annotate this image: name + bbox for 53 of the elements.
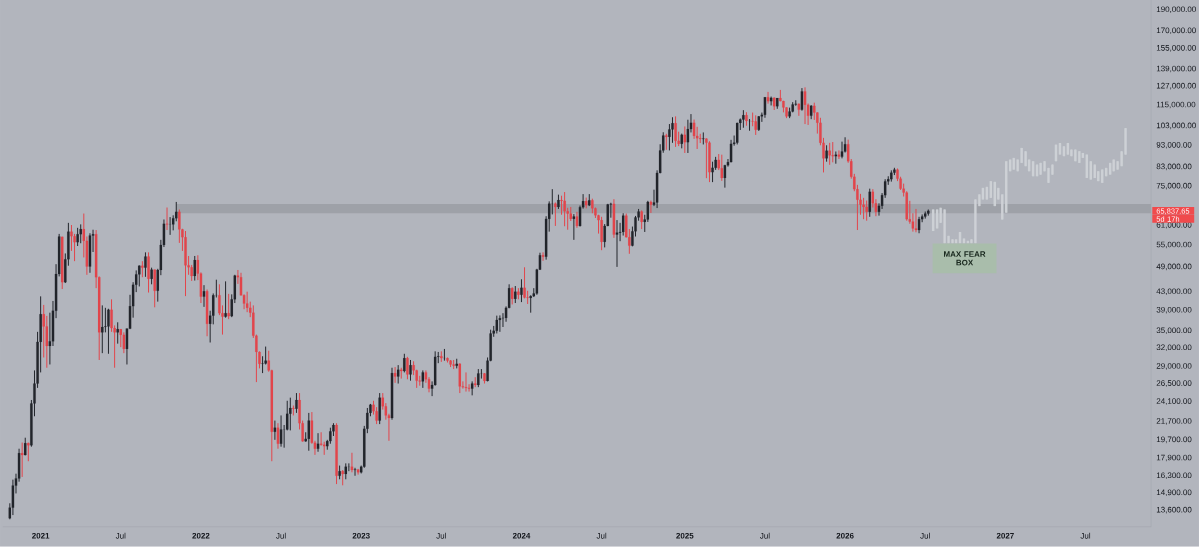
candlestick bbox=[79, 224, 82, 244]
candlestick bbox=[800, 87, 804, 112]
candlestick bbox=[147, 251, 150, 294]
candlestick bbox=[178, 209, 181, 244]
candlestick bbox=[843, 136, 847, 154]
candlestick bbox=[729, 139, 733, 163]
candlestick bbox=[837, 150, 841, 160]
candlestick bbox=[554, 202, 557, 227]
candlestick bbox=[523, 266, 526, 300]
candlestick bbox=[165, 207, 169, 231]
candlestick bbox=[563, 191, 566, 227]
candlestick bbox=[224, 281, 227, 319]
candlestick bbox=[865, 200, 868, 222]
candlestick bbox=[116, 321, 119, 345]
candlestick bbox=[406, 356, 409, 380]
candlestick bbox=[470, 381, 474, 396]
candlestick bbox=[76, 227, 79, 247]
candlestick bbox=[649, 200, 653, 214]
candlestick bbox=[227, 293, 230, 320]
candlestick bbox=[621, 212, 625, 237]
candlestick bbox=[316, 432, 320, 453]
candlestick bbox=[20, 442, 24, 478]
candlestick bbox=[803, 86, 807, 125]
candlestick bbox=[458, 362, 462, 394]
candlestick bbox=[541, 251, 545, 262]
candlestick bbox=[107, 308, 110, 355]
candlestick bbox=[27, 442, 30, 462]
candlestick bbox=[101, 305, 104, 354]
candlestick bbox=[122, 332, 126, 354]
candlestick bbox=[840, 141, 844, 160]
candlestick bbox=[551, 188, 554, 216]
candlestick bbox=[350, 452, 354, 473]
candlestick bbox=[735, 122, 739, 146]
candlestick bbox=[477, 368, 480, 388]
candlestick bbox=[202, 284, 206, 308]
candlestick bbox=[464, 372, 468, 393]
candlestick bbox=[705, 137, 708, 179]
candlestick bbox=[279, 415, 283, 448]
candlestick bbox=[797, 103, 801, 117]
candlestick bbox=[409, 359, 412, 382]
candlestick bbox=[347, 463, 351, 472]
candlestick bbox=[138, 264, 141, 288]
candlestick bbox=[295, 392, 298, 414]
candlestick bbox=[615, 219, 619, 268]
candlestick bbox=[674, 116, 677, 148]
candlestick bbox=[261, 355, 264, 374]
candlestick bbox=[868, 188, 871, 218]
candlestick bbox=[144, 251, 147, 278]
candlestick bbox=[711, 161, 714, 183]
candlestick bbox=[763, 96, 767, 119]
candlestick bbox=[862, 197, 865, 220]
candlestick bbox=[273, 420, 277, 441]
candlestick bbox=[520, 278, 523, 303]
